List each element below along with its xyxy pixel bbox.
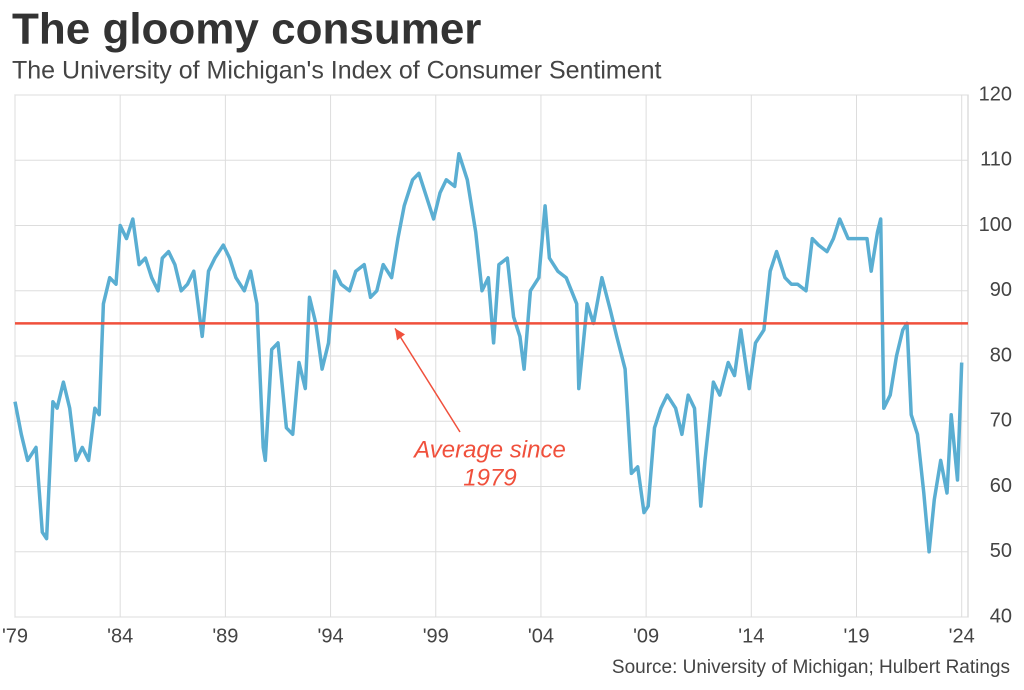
y-tick-label: 60	[990, 475, 1012, 497]
line	[13, 151, 964, 554]
x-tick-label: '89	[212, 625, 238, 647]
y-tick-label: 70	[990, 410, 1012, 432]
arrow-head	[395, 328, 405, 341]
x-tick-label: '84	[107, 625, 133, 647]
x-tick-label: '14	[738, 625, 764, 647]
chart-subtitle: The University of Michigan's Index of Co…	[12, 57, 662, 85]
y-tick-label: 90	[990, 279, 1012, 301]
annotation: Average since	[412, 436, 566, 463]
source: Source: University of Michigan; Hulbert …	[612, 657, 1010, 678]
y-tick-label: 110	[980, 149, 1012, 171]
y-tick-label: 120	[979, 83, 1012, 105]
x-tick-label: '19	[843, 625, 869, 647]
x-tick-label: '79	[2, 625, 28, 647]
y-tick-label: 100	[979, 214, 1012, 236]
annotation: 1979	[463, 464, 516, 491]
y-tick-label: 40	[990, 605, 1012, 627]
y-tick-label: 50	[990, 540, 1012, 562]
annotation-arrow	[394, 327, 461, 433]
x-tick-label: '99	[423, 625, 449, 647]
x-tick-label: '94	[318, 625, 344, 647]
y-tick-label: 80	[990, 344, 1012, 366]
x-tick-label: '24	[949, 625, 975, 647]
chart-title: The gloomy consumer	[12, 5, 481, 54]
x-tick-label: '04	[528, 625, 554, 647]
x-tick-label: '09	[633, 625, 659, 647]
